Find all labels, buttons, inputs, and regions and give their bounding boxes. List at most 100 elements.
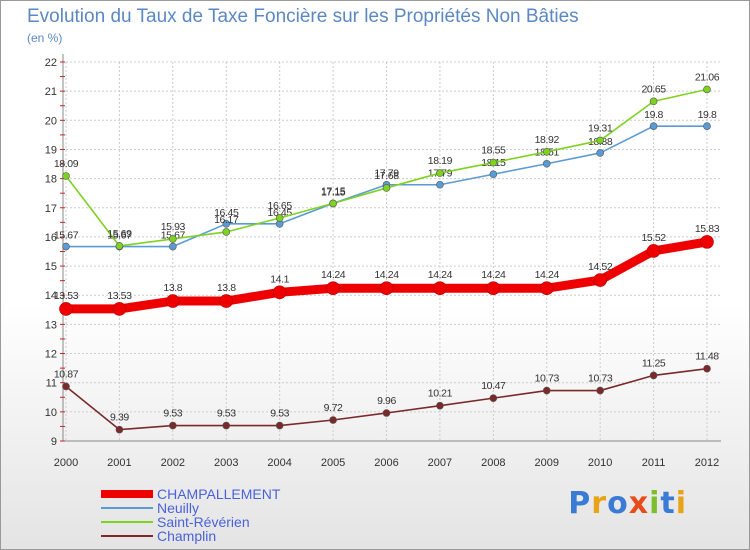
data-label-saint-r-v-rien: 16.17 (214, 214, 239, 226)
y-tick-label: 17 (45, 203, 57, 215)
data-label-champallement: 14.24 (535, 269, 560, 281)
data-label-saint-r-v-rien: 15.93 (161, 221, 186, 233)
data-point-saint-r-v-rien (489, 158, 498, 167)
x-tick-label: 2008 (481, 457, 505, 469)
data-point-neuilly (222, 220, 231, 228)
data-point-saint-r-v-rien (62, 172, 70, 180)
data-point-champlin (62, 382, 70, 391)
data-point-champlin (596, 386, 604, 395)
data-label-saint-r-v-rien: 18.09 (54, 158, 79, 170)
y-tick-label: 14 (45, 290, 57, 302)
data-point-champlin (542, 386, 551, 395)
x-tick-label: 2006 (374, 457, 398, 469)
data-point-saint-r-v-rien (382, 184, 391, 192)
data-point-saint-r-v-rien (703, 85, 711, 94)
data-label-champallement: 13.8 (217, 282, 236, 294)
data-label-champallement: 13.53 (54, 290, 79, 302)
y-tick-label: 22 (45, 57, 57, 69)
data-label-champlin: 10.21 (428, 388, 453, 400)
data-label-saint-r-v-rien: 20.65 (641, 83, 666, 95)
data-point-champallement (326, 281, 340, 296)
data-label-saint-r-v-rien: 18.19 (428, 155, 453, 167)
data-label-champallement: 14.24 (321, 269, 346, 281)
legend-label-champallement: CHAMPALLEMENT (157, 486, 281, 502)
data-point-saint-r-v-rien (436, 169, 444, 177)
data-label-champlin: 10.47 (481, 380, 506, 392)
data-point-champallement (272, 285, 287, 300)
data-point-saint-r-v-rien (169, 235, 177, 243)
data-label-champallement: 14.1 (270, 273, 289, 285)
data-point-champlin (115, 425, 124, 434)
data-label-champlin: 10.73 (588, 373, 613, 385)
legend-label-saint-r-v-rien: Saint-Révérien (157, 514, 250, 530)
data-label-saint-r-v-rien: 15.69 (107, 228, 132, 240)
data-label-champlin: 9.53 (163, 408, 182, 420)
data-point-champallement (219, 294, 234, 308)
chart-title: Evolution du Taux de Taxe Foncière sur l… (27, 6, 579, 27)
data-point-champallement (433, 281, 447, 296)
data-label-saint-r-v-rien: 16.65 (268, 200, 293, 212)
data-point-neuilly (489, 170, 498, 179)
data-label-saint-r-v-rien: 17.15 (321, 185, 346, 197)
data-label-champlin: 9.96 (377, 395, 396, 407)
data-label-saint-r-v-rien: 18.55 (481, 145, 506, 157)
data-point-champallement (379, 281, 394, 296)
data-point-neuilly (703, 122, 711, 130)
data-point-saint-r-v-rien (649, 97, 658, 106)
y-tick-label: 10 (45, 407, 57, 419)
legend-label-neuilly: Neuilly (157, 500, 199, 516)
y-tick-label: 11 (46, 378, 57, 390)
data-label-champlin: 11.48 (695, 351, 719, 363)
data-label-neuilly: 16.45 (214, 207, 239, 219)
data-point-champallement (646, 244, 661, 258)
data-point-champallement (539, 281, 554, 296)
chart-unit-label: (en %) (27, 31, 63, 45)
data-label-neuilly: 15.67 (54, 230, 79, 242)
x-tick-label: 2003 (214, 457, 238, 469)
y-tick-label: 13 (45, 319, 57, 331)
data-label-saint-r-v-rien: 18.92 (535, 134, 560, 146)
data-label-neuilly: 17.15 (321, 186, 346, 198)
data-label-neuilly: 19.8 (644, 109, 663, 121)
data-point-saint-r-v-rien (596, 136, 604, 145)
y-tick-label: 12 (45, 349, 57, 361)
data-label-champlin: 11.25 (642, 357, 666, 369)
data-point-neuilly (62, 242, 70, 251)
data-point-neuilly (169, 242, 177, 251)
data-point-champlin (329, 416, 337, 424)
data-label-champlin: 9.53 (217, 408, 236, 420)
data-label-saint-r-v-rien: 19.31 (588, 122, 613, 134)
x-tick-label: 2000 (54, 457, 78, 469)
y-tick-label: 18 (45, 174, 57, 186)
data-point-champallement (593, 273, 607, 287)
brand-logo: Proxiti (568, 486, 687, 521)
data-label-champlin: 10.87 (54, 368, 79, 380)
x-tick-label: 2007 (428, 457, 452, 469)
data-point-champlin (222, 421, 231, 430)
x-tick-label: 2010 (588, 457, 612, 469)
data-point-neuilly (649, 122, 658, 130)
y-tick-label: 21 (45, 86, 57, 98)
data-point-champlin (436, 401, 444, 410)
data-point-champallement (59, 302, 73, 316)
data-point-champallement (112, 302, 127, 316)
y-tick-label: 20 (45, 115, 57, 127)
y-tick-label: 19 (45, 144, 57, 156)
x-tick-label: 2009 (535, 457, 559, 469)
x-tick-label: 2012 (695, 457, 719, 469)
data-label-champallement: 13.8 (163, 282, 182, 294)
data-label-champlin: 9.53 (270, 408, 289, 420)
y-tick-label: 9 (51, 436, 57, 448)
data-point-neuilly (596, 149, 604, 157)
data-label-champallement: 15.52 (641, 232, 666, 244)
data-point-champlin (275, 421, 284, 430)
data-point-champallement (700, 235, 714, 249)
data-label-champallement: 14.24 (481, 269, 506, 281)
data-label-neuilly: 19.8 (698, 109, 717, 121)
data-label-champallement: 14.24 (374, 269, 399, 281)
y-tick-label: 16 (45, 232, 57, 244)
data-point-champlin (649, 371, 658, 380)
data-point-neuilly (436, 180, 444, 189)
data-point-saint-r-v-rien (222, 228, 231, 236)
